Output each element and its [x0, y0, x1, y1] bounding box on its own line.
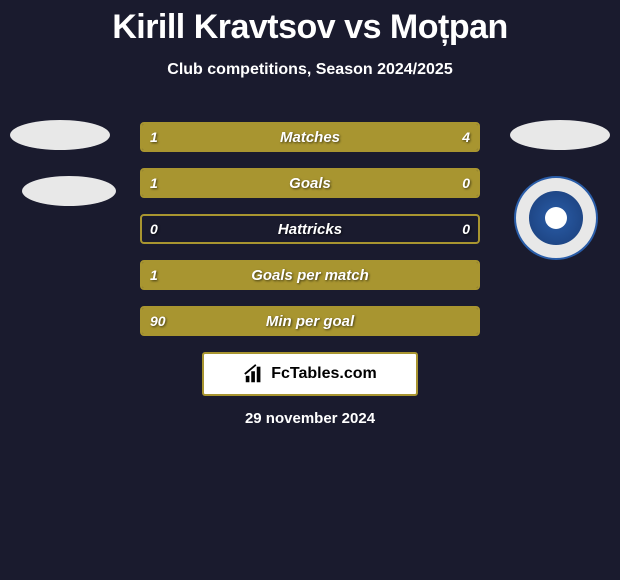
stats-container: 1 Matches 4 1 Goals 0 0 Hattricks 0 1 Go… [140, 122, 480, 352]
stat-row-matches: 1 Matches 4 [140, 122, 480, 152]
stat-label: Matches [142, 124, 478, 150]
stat-row-goals-per-match: 1 Goals per match [140, 260, 480, 290]
chart-icon [243, 363, 265, 385]
date-label: 29 november 2024 [0, 410, 620, 427]
stat-row-hattricks: 0 Hattricks 0 [140, 214, 480, 244]
page-title: Kirill Kravtsov vs Moțpan [0, 0, 620, 47]
stat-label: Hattricks [142, 216, 478, 242]
player1-badge-1 [10, 120, 110, 150]
crest-icon [529, 191, 583, 245]
stat-value-right: 0 [462, 216, 470, 242]
stat-label: Goals [142, 170, 478, 196]
stat-label: Goals per match [142, 262, 478, 288]
brand-link[interactable]: FcTables.com [202, 352, 418, 396]
brand-label: FcTables.com [271, 365, 377, 383]
stat-value-right: 4 [462, 124, 470, 150]
player1-badge-2 [22, 176, 116, 206]
player2-badge-1 [510, 120, 610, 150]
stat-row-min-per-goal: 90 Min per goal [140, 306, 480, 336]
subtitle: Club competitions, Season 2024/2025 [0, 61, 620, 79]
stat-label: Min per goal [142, 308, 478, 334]
stat-row-goals: 1 Goals 0 [140, 168, 480, 198]
stat-value-right: 0 [462, 170, 470, 196]
player2-club-crest [514, 176, 598, 260]
